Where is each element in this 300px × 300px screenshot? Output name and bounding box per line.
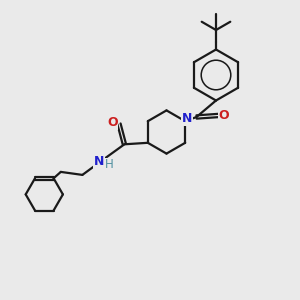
Text: N: N <box>94 155 104 168</box>
Text: O: O <box>218 109 229 122</box>
Text: O: O <box>107 116 118 129</box>
Text: H: H <box>105 158 114 172</box>
Text: N: N <box>182 112 192 125</box>
